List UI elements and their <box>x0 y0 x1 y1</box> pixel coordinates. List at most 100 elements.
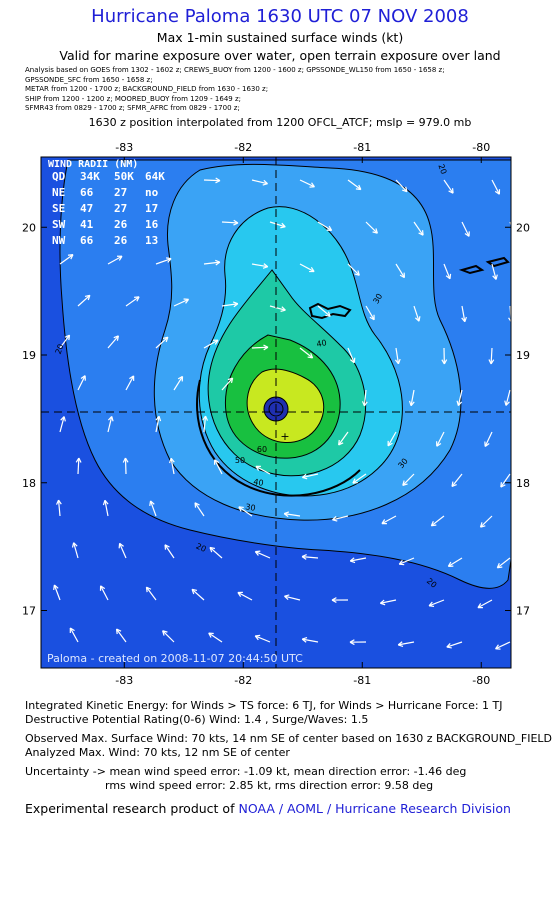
wind-vector-shaft <box>164 544 175 559</box>
wind-vector-shaft <box>451 473 463 487</box>
hrd-link[interactable]: NOAA / AOML / Hurricane Research Divisio… <box>238 801 511 816</box>
wind-vector-shaft <box>347 347 355 363</box>
product-prefix: Experimental research product of <box>25 801 235 816</box>
contour-label: 30 <box>371 292 384 305</box>
wind-vector-head <box>354 273 360 276</box>
wind-vector-shaft <box>221 377 234 391</box>
wind-vector-head <box>375 228 378 234</box>
wind-vector-shaft <box>347 263 360 276</box>
wind-vector-head <box>451 188 454 194</box>
wind-vector-shaft <box>284 595 301 601</box>
map-subtitle: Max 1-min sustained surface winds (kt) <box>156 30 404 45</box>
wind-vector-shaft <box>317 305 331 317</box>
wind-vector-shaft <box>428 599 445 607</box>
wind-vector-head <box>327 311 331 317</box>
wind-vector-shaft <box>77 457 80 475</box>
wind-vector-shaft <box>170 458 175 475</box>
wind-vector-head <box>191 589 195 595</box>
wind-vector-head <box>328 225 333 231</box>
wind-vector-shaft <box>413 221 424 236</box>
wind-vector-head <box>399 563 405 566</box>
wind-vector-head <box>230 377 234 384</box>
island-little-cayman <box>458 264 485 275</box>
wind-vector-head <box>124 457 129 463</box>
wind-vector-head <box>111 416 114 422</box>
map-credit: Paloma - created on 2008-11-07 20:44:50 … <box>47 652 303 665</box>
wind-vector-head <box>202 415 207 421</box>
wind-vector-head <box>394 359 399 365</box>
wind-radii-cell: SW <box>52 218 66 231</box>
wind-vector-shaft <box>302 473 319 479</box>
wind-vector-shaft <box>436 431 445 447</box>
wind-vector-shaft <box>398 641 415 646</box>
wind-vector-head <box>129 375 134 380</box>
wind-vector-shaft <box>299 347 313 359</box>
wind-vector-head <box>100 585 106 590</box>
wind-vector-shaft <box>302 638 319 643</box>
contour-label: 40 <box>253 477 265 488</box>
wind-vector-shaft <box>107 335 119 349</box>
wind-vector-head <box>263 346 269 351</box>
wind-vector-head <box>325 314 331 317</box>
wind-vector-head <box>233 303 239 308</box>
wind-vector-head <box>263 263 269 268</box>
wind-vector-head <box>399 274 405 279</box>
wind-vector-head <box>504 400 507 406</box>
wind-vector-shaft <box>413 305 420 322</box>
wind-vector-shaft <box>399 557 415 565</box>
wind-vector-head <box>307 356 313 359</box>
wind-vector-shaft <box>446 641 463 648</box>
wind-vector-head <box>398 644 404 648</box>
wind-vector-shaft <box>155 416 160 433</box>
wind-vector-head <box>464 232 470 237</box>
wind-vector-head <box>446 643 451 648</box>
wind-vector-shaft <box>443 263 451 280</box>
wind-vector-head <box>73 542 78 547</box>
wind-vector-head <box>497 566 503 569</box>
contour-label: 50 <box>235 456 245 465</box>
lon-tick-label-top: -82 <box>234 141 252 154</box>
wind-contours: + <box>41 157 511 668</box>
wind-vector-head <box>209 547 213 553</box>
plot-frame <box>40 156 512 669</box>
wind-vector-shaft <box>381 515 397 525</box>
wind-vector-head <box>284 594 290 597</box>
wind-vector-head <box>263 179 268 185</box>
wind-vector-head <box>361 401 366 407</box>
wind-vector-head <box>233 222 239 226</box>
wind-vector-shaft <box>104 500 109 517</box>
wind-radii-cell: 26 <box>114 234 128 247</box>
wind-vector-head <box>457 401 463 406</box>
wind-vector-head <box>283 511 290 515</box>
wind-vector-shaft <box>214 459 223 475</box>
wind-vector-shaft <box>505 389 511 406</box>
wind-vector-head <box>301 554 307 558</box>
observed-max-wind: Observed Max. Surface Wind: 70 kts, 14 n… <box>25 732 553 745</box>
wind-vector-head <box>449 273 452 279</box>
wind-vector-shaft <box>203 339 219 349</box>
wind-vector-head <box>146 586 152 590</box>
wind-radii-header-cell: 64K <box>145 170 165 183</box>
wind-vector-head <box>428 601 433 607</box>
wind-vector-head <box>349 359 355 364</box>
wind-vector-head <box>331 597 337 601</box>
wind-vector-shaft <box>365 305 375 321</box>
wind-vector-head <box>381 519 386 524</box>
wind-vector-head <box>283 513 289 518</box>
lon-tick-label-top: -80 <box>472 141 490 154</box>
wind-vector-head <box>446 646 452 649</box>
wind-vector-head <box>405 186 408 192</box>
wind-vector-head <box>60 416 65 421</box>
wind-vector-head <box>349 557 355 562</box>
wind-vector-head <box>490 359 495 365</box>
wind-vector-head <box>145 587 148 593</box>
product-credit: Experimental research product of NOAA / … <box>25 801 511 816</box>
wind-vector-head <box>464 316 467 322</box>
wind-vector-head <box>451 481 454 487</box>
wind-vector-shaft <box>395 263 405 278</box>
wind-vector-head <box>398 559 403 565</box>
wind-vector-shaft <box>338 431 349 446</box>
wind-vector-head <box>380 602 386 606</box>
wind-vector-head <box>301 556 307 560</box>
wind-vector-head <box>358 184 362 190</box>
